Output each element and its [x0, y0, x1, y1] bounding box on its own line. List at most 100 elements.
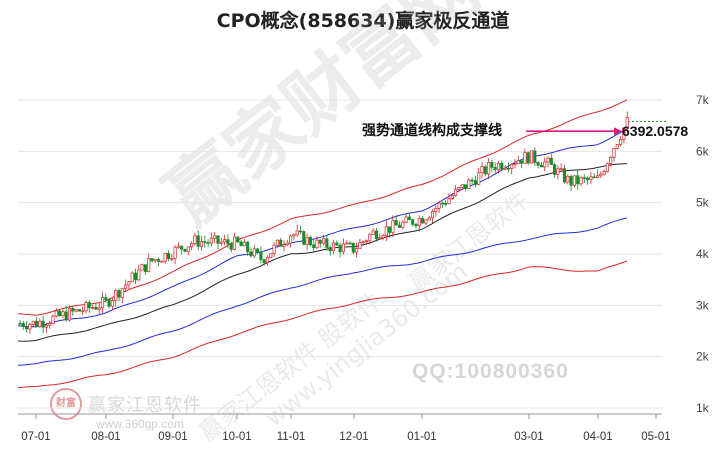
- candle-body: [48, 323, 52, 326]
- grid: [18, 99, 662, 409]
- candle-body: [463, 184, 468, 189]
- candle-body: [312, 244, 316, 249]
- candle-body: [586, 177, 590, 181]
- candle-body: [110, 300, 114, 307]
- x-tick-label: 07-01: [21, 431, 50, 443]
- candle-body: [97, 307, 101, 310]
- candle-body: [219, 241, 223, 244]
- candle-body: [239, 241, 243, 247]
- candle-body: [378, 237, 382, 240]
- candle-body: [536, 162, 540, 166]
- candle-body: [104, 297, 108, 300]
- x-tick-label: 05-01: [641, 431, 670, 443]
- candle-body: [477, 172, 481, 185]
- candle-body: [516, 160, 520, 164]
- candle-body: [183, 248, 187, 252]
- candle-body: [190, 243, 194, 248]
- candle-body: [569, 176, 573, 186]
- y-tick-label: 7k: [696, 93, 710, 107]
- candle-body: [371, 230, 375, 235]
- candle-body: [18, 322, 22, 325]
- candle-body: [279, 239, 283, 247]
- y-tick-label: 3k: [696, 298, 710, 312]
- candle-body: [249, 251, 253, 257]
- candle-body: [401, 221, 405, 228]
- candle-body: [447, 198, 451, 205]
- candle-body: [34, 320, 39, 328]
- candle-body: [358, 241, 362, 250]
- channel-bands: [17, 99, 628, 389]
- candle-body: [61, 311, 65, 317]
- candle-body: [417, 218, 421, 227]
- candle-body: [259, 251, 263, 260]
- candle-body: [384, 226, 388, 236]
- candle-body: [460, 184, 464, 188]
- candle-body: [67, 307, 72, 321]
- candle-body: [77, 309, 81, 312]
- candle-body: [625, 117, 629, 129]
- watermark-logo: 财富 赢家江恩软件: [50, 388, 202, 420]
- candle-body: [176, 245, 180, 248]
- candle-body: [549, 157, 553, 165]
- candle-body: [493, 167, 497, 171]
- candle-body: [553, 164, 557, 175]
- candle-body: [543, 161, 547, 168]
- candle-body: [318, 239, 322, 244]
- candle-body: [424, 219, 428, 224]
- candle-body: [196, 235, 200, 247]
- candle-body: [186, 246, 190, 252]
- candle-body: [368, 234, 372, 242]
- candle-body: [265, 257, 270, 264]
- candle-body: [487, 162, 491, 175]
- candle-body: [503, 167, 507, 170]
- candle-body: [232, 236, 237, 250]
- candle-body: [351, 242, 355, 253]
- candle-body: [269, 253, 273, 258]
- candle-body: [595, 175, 600, 178]
- candle-body: [592, 176, 596, 179]
- candle-body: [315, 239, 319, 249]
- x-tick-label: 10-01: [222, 431, 251, 443]
- candle-body: [328, 247, 332, 252]
- candle-body: [374, 230, 378, 240]
- candle-body: [576, 175, 580, 185]
- candle-body: [74, 309, 78, 312]
- candle-body: [91, 307, 95, 309]
- candle-body: [223, 239, 227, 243]
- candle-body: [282, 244, 286, 247]
- candle-body: [559, 168, 563, 171]
- candle-body: [510, 164, 514, 169]
- candle-body: [28, 324, 32, 330]
- candle-body: [216, 235, 220, 244]
- candle-body: [252, 248, 256, 257]
- candle-body: [404, 216, 408, 223]
- candle-body: [140, 264, 144, 271]
- candle-body: [25, 326, 29, 330]
- channel-line: [17, 260, 628, 389]
- candle-body: [430, 211, 435, 219]
- candle-body: [622, 127, 626, 140]
- candle-body: [599, 173, 603, 177]
- candle-body: [193, 235, 197, 244]
- candle-body: [272, 244, 276, 254]
- x-tick-label: 11-01: [277, 431, 306, 443]
- x-tick-label: 01-01: [407, 431, 436, 443]
- candle-body: [605, 163, 609, 172]
- candle-body: [308, 237, 312, 246]
- candle-body: [166, 252, 171, 260]
- candle-body: [533, 150, 537, 163]
- chart-title: CPO概念(858634)赢家极反通道: [216, 10, 510, 32]
- candle-body: [133, 272, 138, 281]
- candle-body: [51, 315, 55, 324]
- candle-body: [38, 321, 42, 328]
- candle-body: [157, 259, 161, 262]
- candle-body: [130, 272, 134, 283]
- candle-body: [100, 297, 105, 309]
- candle-body: [117, 290, 121, 298]
- candle-body: [289, 235, 293, 244]
- candle-body: [615, 144, 619, 149]
- candle-body: [496, 162, 501, 171]
- candle-body: [450, 195, 454, 199]
- candle-body: [467, 179, 471, 189]
- candle-body: [150, 258, 154, 262]
